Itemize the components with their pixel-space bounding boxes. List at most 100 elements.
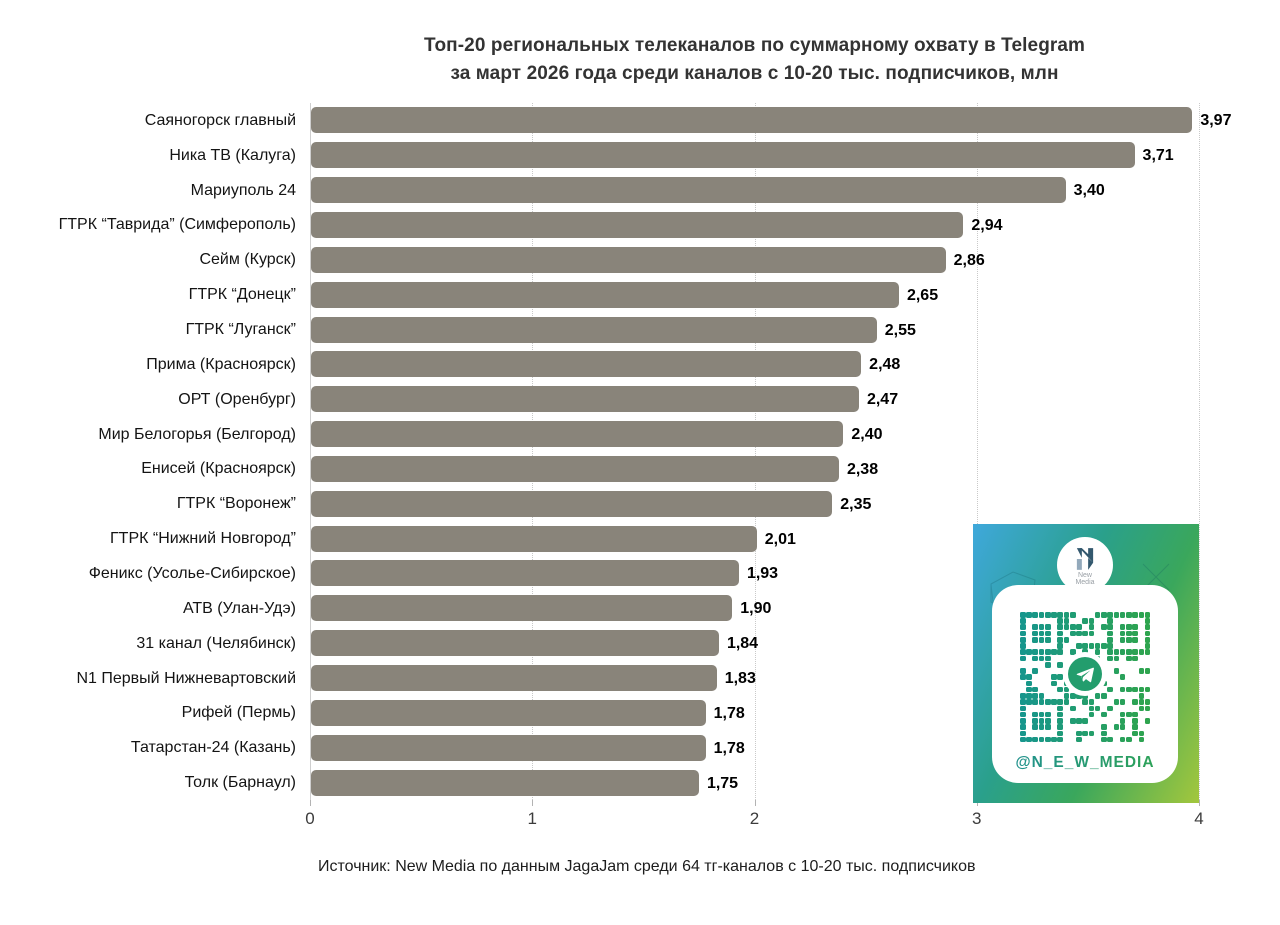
qr-module	[1101, 711, 1107, 718]
qr-module	[1069, 649, 1076, 656]
qr-module	[1057, 618, 1064, 624]
qr-module	[1063, 686, 1070, 693]
value-label: 3,97	[1200, 112, 1232, 130]
bar	[311, 665, 717, 692]
qr-module	[1144, 636, 1151, 643]
qr-module	[1101, 724, 1107, 730]
qr-module	[1082, 730, 1088, 737]
value-label: 2,55	[884, 321, 916, 339]
qr-module	[1138, 668, 1145, 674]
qr-module	[1038, 655, 1045, 662]
qr-module	[1020, 618, 1026, 624]
qr-module	[1069, 718, 1076, 724]
qr-module	[1032, 668, 1039, 674]
qr-module	[1107, 649, 1113, 656]
qr-module	[1113, 668, 1120, 674]
qr-module	[1082, 649, 1088, 656]
qr-module	[1057, 643, 1064, 649]
qr-module	[1057, 718, 1064, 724]
qr-module	[1126, 624, 1132, 631]
bar	[311, 769, 699, 796]
qr-module	[1044, 624, 1051, 631]
qr-module	[1144, 699, 1151, 705]
qr-module	[1057, 649, 1064, 656]
qr-module	[1051, 612, 1057, 618]
bar	[311, 734, 706, 761]
category-label: ГТРК “Воронеж”	[176, 495, 296, 513]
bar	[311, 211, 964, 238]
bar	[311, 421, 844, 448]
qr-module	[1032, 724, 1039, 730]
value-label: 2,48	[869, 356, 901, 374]
qr-module	[1069, 624, 1076, 631]
qr-module	[1126, 686, 1132, 693]
qr-module	[1138, 705, 1145, 712]
qr-module	[1038, 693, 1045, 699]
qr-module	[1126, 612, 1132, 618]
category-label: 31 канал (Челябинск)	[136, 634, 296, 652]
qr-module	[1063, 680, 1070, 687]
axis-tick	[754, 800, 756, 806]
qr-module	[1119, 718, 1126, 724]
qr-module	[1088, 711, 1095, 718]
value-label: 1,78	[713, 739, 745, 757]
qr-module	[1132, 612, 1138, 618]
value-label: 2,38	[846, 460, 879, 478]
qr-module	[1032, 718, 1039, 724]
y-axis-line	[310, 103, 311, 800]
bar	[311, 455, 839, 482]
qr-module	[1132, 686, 1138, 693]
qr-module	[1094, 705, 1101, 712]
category-label: ГТРК “Донецк”	[188, 286, 296, 304]
qr-module	[1026, 686, 1032, 693]
qr-module	[1113, 699, 1120, 705]
qr-module	[1119, 612, 1126, 618]
category-label: Сейм (Курск)	[199, 251, 296, 269]
qr-module	[1038, 630, 1045, 637]
qr-module	[1138, 693, 1145, 699]
qr-module	[1032, 649, 1039, 656]
qr-module	[1038, 624, 1045, 631]
qr-module	[1020, 736, 1026, 743]
qr-module	[1119, 624, 1126, 631]
qr-module	[1132, 711, 1138, 718]
qr-module	[1119, 636, 1126, 643]
qr-module	[1132, 649, 1138, 656]
chart-title-line1: Топ-20 региональных телеканалов по сумма…	[423, 35, 1086, 56]
qr-module	[1076, 730, 1082, 737]
qr-module	[1088, 643, 1095, 649]
qr-module	[1119, 711, 1126, 718]
qr-module	[1020, 730, 1026, 737]
qr-module	[1144, 624, 1151, 631]
qr-module	[1119, 724, 1126, 730]
qr-module	[1057, 630, 1064, 637]
qr-module	[1032, 699, 1039, 705]
qr-module	[1144, 612, 1151, 618]
value-label: 2,35	[840, 495, 872, 513]
qr-module	[1076, 643, 1082, 649]
qr-module	[1132, 699, 1138, 705]
qr-module	[1138, 730, 1145, 737]
qr-module	[1138, 686, 1145, 693]
chart-title-line2: за март 2026 года среди каналов с 10-20 …	[450, 63, 1059, 84]
qr-module	[1020, 724, 1026, 730]
logo-caption-bottom: Media	[1075, 579, 1095, 586]
qr-module	[1126, 636, 1132, 643]
qr-module	[1082, 630, 1088, 637]
qr-module	[1057, 699, 1064, 705]
qr-module	[1057, 661, 1064, 668]
bar	[311, 316, 877, 343]
value-label: 1,83	[724, 670, 756, 688]
qr-module	[1026, 649, 1032, 656]
qr-module	[1101, 680, 1107, 687]
value-label: 1,84	[726, 635, 759, 653]
qr-module	[1094, 693, 1101, 699]
category-label: Мариуполь 24	[190, 181, 296, 199]
logo-caption-top: New	[1077, 571, 1092, 579]
qr-module	[1107, 630, 1113, 637]
qr-module	[1057, 705, 1064, 712]
axis-tick-label: 0	[305, 809, 315, 828]
qr-module	[1082, 643, 1088, 649]
qr-module	[1044, 612, 1051, 618]
